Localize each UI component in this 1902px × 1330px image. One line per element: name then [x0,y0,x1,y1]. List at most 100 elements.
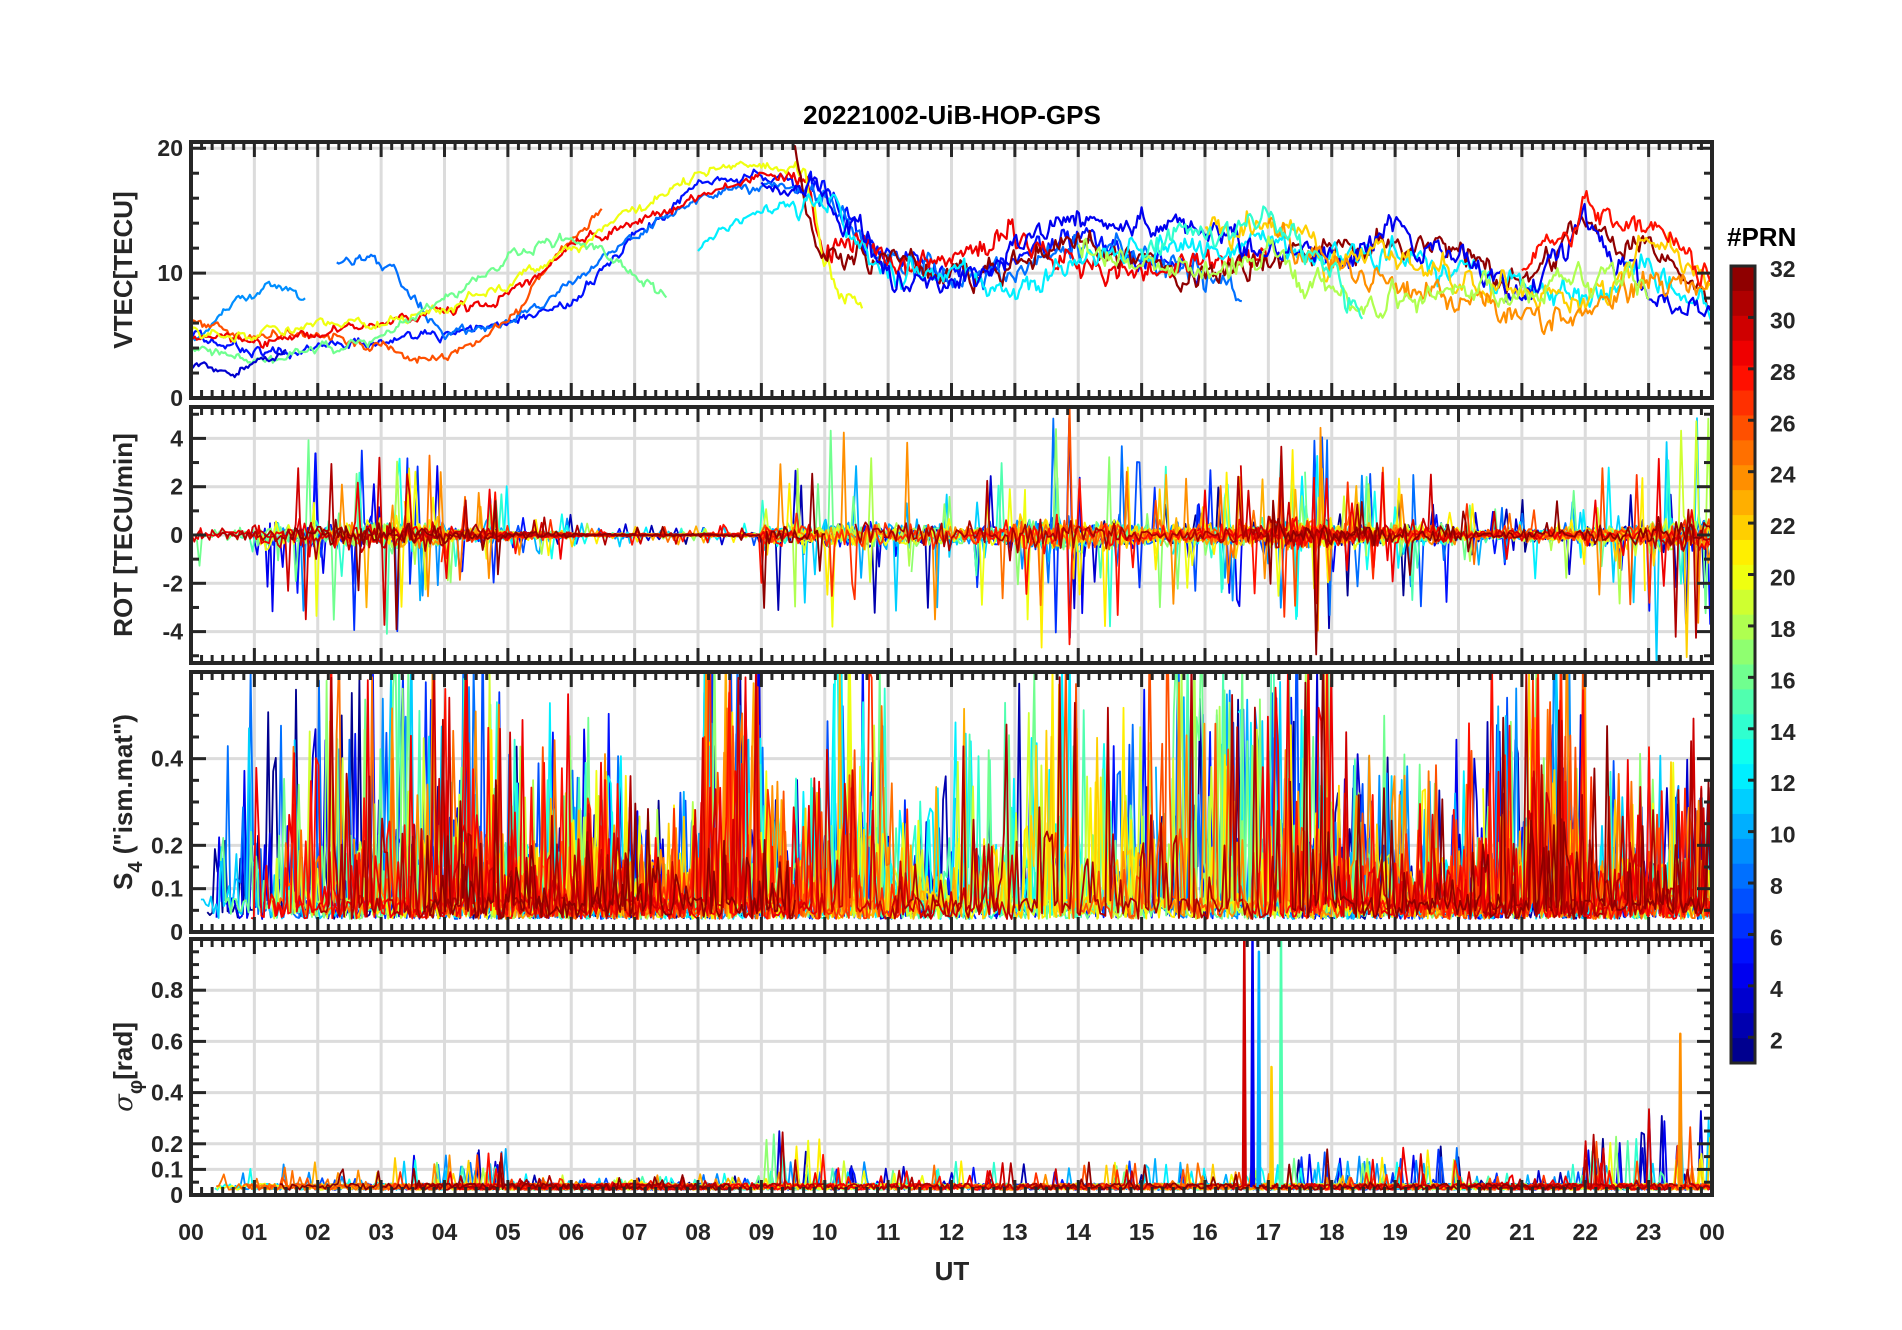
series-line-prn-14 [1140,205,1364,320]
colorbar-segment [1731,888,1755,915]
series-line-prn-30 [412,672,1016,920]
colorbar-segment [1731,764,1755,790]
series-line-prn-13 [381,457,816,560]
colorbar-tick-label: 20 [1770,565,1796,591]
x-tick-label: 10 [812,1219,838,1245]
x-tick-label: 07 [622,1219,648,1245]
y-label-main: S [108,873,138,890]
x-tick-label: 01 [242,1219,268,1245]
colorbar-segment [1731,813,1755,840]
series-line-prn-22 [1204,210,1712,314]
series-line-prn-3 [191,348,287,379]
colorbar-segment [1731,490,1755,516]
y-axis-label-rot: ROT [TECU/min] [108,433,138,637]
colorbar-segment [1731,1013,1755,1039]
y-label-rest: [rad] [108,1022,138,1080]
colorbar-tick-label: 8 [1770,873,1783,899]
panel-rot: -4 -2 0 2 4 ROT [TECU/min] [108,405,1714,665]
series-line-prn-24 [1677,1032,1683,1188]
colorbar-segment [1731,988,1755,1014]
series-line-prn-31 [1652,508,1712,639]
x-tick-label: 12 [939,1219,965,1245]
colorbar-tick-label: 14 [1770,719,1796,745]
series-line-prn-32 [279,1161,732,1191]
colorbar-frame [1729,264,1757,1065]
colorbar-segment [1731,938,1755,964]
series-line-prn-31 [891,672,1282,920]
series-line-prn-24 [1267,216,1712,336]
series-line-prn-28 [1521,190,1712,287]
x-axis-label: UT [935,1256,970,1286]
series-line-prn-20 [191,160,864,343]
colorbar-segment [1731,440,1755,466]
series-line-prn-15 [1278,939,1284,1188]
colorbar-segment [1731,465,1755,491]
colorbar-segment [1731,290,1755,317]
series-line-prn-31 [219,463,712,560]
series-line-prn-31 [317,676,637,920]
series-line-prn-29 [194,481,813,580]
colorbar-segment [1731,639,1755,665]
series-line-prn-30 [1241,939,1247,1188]
y-tick-label: 0 [170,1182,183,1208]
y-tick-label: 0.4 [151,746,183,772]
series-group [191,407,1712,663]
series-line-prn-25 [403,454,768,581]
colorbar-tick-label: 26 [1770,410,1796,436]
x-tick-label: 11 [876,1219,901,1245]
y-tick-label: 4 [170,425,183,451]
x-tick-label: 00 [178,1219,204,1245]
series-line-prn-32 [1289,672,1712,920]
series-line-prn-22 [1269,1065,1275,1188]
colorbar-segment [1731,714,1755,740]
series-line-prn-32 [1030,1148,1571,1191]
series-group [214,939,1712,1191]
colorbar-segment [1731,390,1755,416]
colorbar-segment [1731,564,1755,591]
series-line-prn-29 [191,171,1269,349]
x-tick-label: 00 [1699,1219,1725,1245]
colorbar-tick-label: 12 [1770,770,1796,796]
series-line-prn-15 [932,462,1515,601]
colorbar-tick-label: 4 [1770,976,1783,1002]
y-tick-label: 0 [170,522,183,548]
colorbar-segment [1731,1038,1755,1064]
colorbar-tick-label: 10 [1770,822,1796,848]
x-tick-label: 18 [1319,1219,1345,1245]
series-line-prn-30 [1337,717,1712,920]
series-line-prn-10 [1256,950,1262,1188]
x-tick-label: 17 [1256,1219,1282,1245]
panel-s4: 00.10.20.4S4 ("ism.mat") [108,670,1714,945]
series-line-prn-32 [424,779,796,920]
y-tick-label: 20 [157,135,183,161]
colorbar-tick-label: 16 [1770,667,1796,693]
y-tick-label: 0.1 [151,876,183,902]
y-label-rest: ("ism.mat") [108,714,138,861]
y-tick-label: -4 [163,619,184,645]
y-label-subscript: 4 [125,861,147,873]
series-group [191,144,1712,379]
colorbar-segment [1731,266,1755,292]
chart-title: 20221002-UiB-HOP-GPS [803,100,1101,130]
series-group [200,672,1712,920]
series-line-prn-12 [697,193,1712,323]
x-tick-label: 06 [558,1219,584,1245]
y-axis-label-s4: S4 ("ism.mat") [108,714,147,890]
colorbar-tick-label: 28 [1770,359,1796,385]
series-line-prn-29 [1251,672,1705,920]
y-tick-label: 10 [157,260,183,286]
colorbar-tick-label: 24 [1770,462,1796,488]
colorbar-segment [1731,838,1755,865]
x-tick-label: 15 [1129,1219,1155,1245]
colorbar-label: #PRN [1727,222,1796,252]
y-axis-label-vtec: VTEC[TECU] [108,191,138,348]
series-line-prn-21 [1038,449,1646,649]
series-line-prn-31 [1481,1133,1711,1191]
colorbar-segment [1731,789,1755,815]
y-tick-label: -2 [163,570,183,596]
colorbar-tick-label: 2 [1770,1027,1783,1053]
x-tick-label: 02 [305,1219,331,1245]
y-tick-label: 0.2 [151,1131,183,1157]
